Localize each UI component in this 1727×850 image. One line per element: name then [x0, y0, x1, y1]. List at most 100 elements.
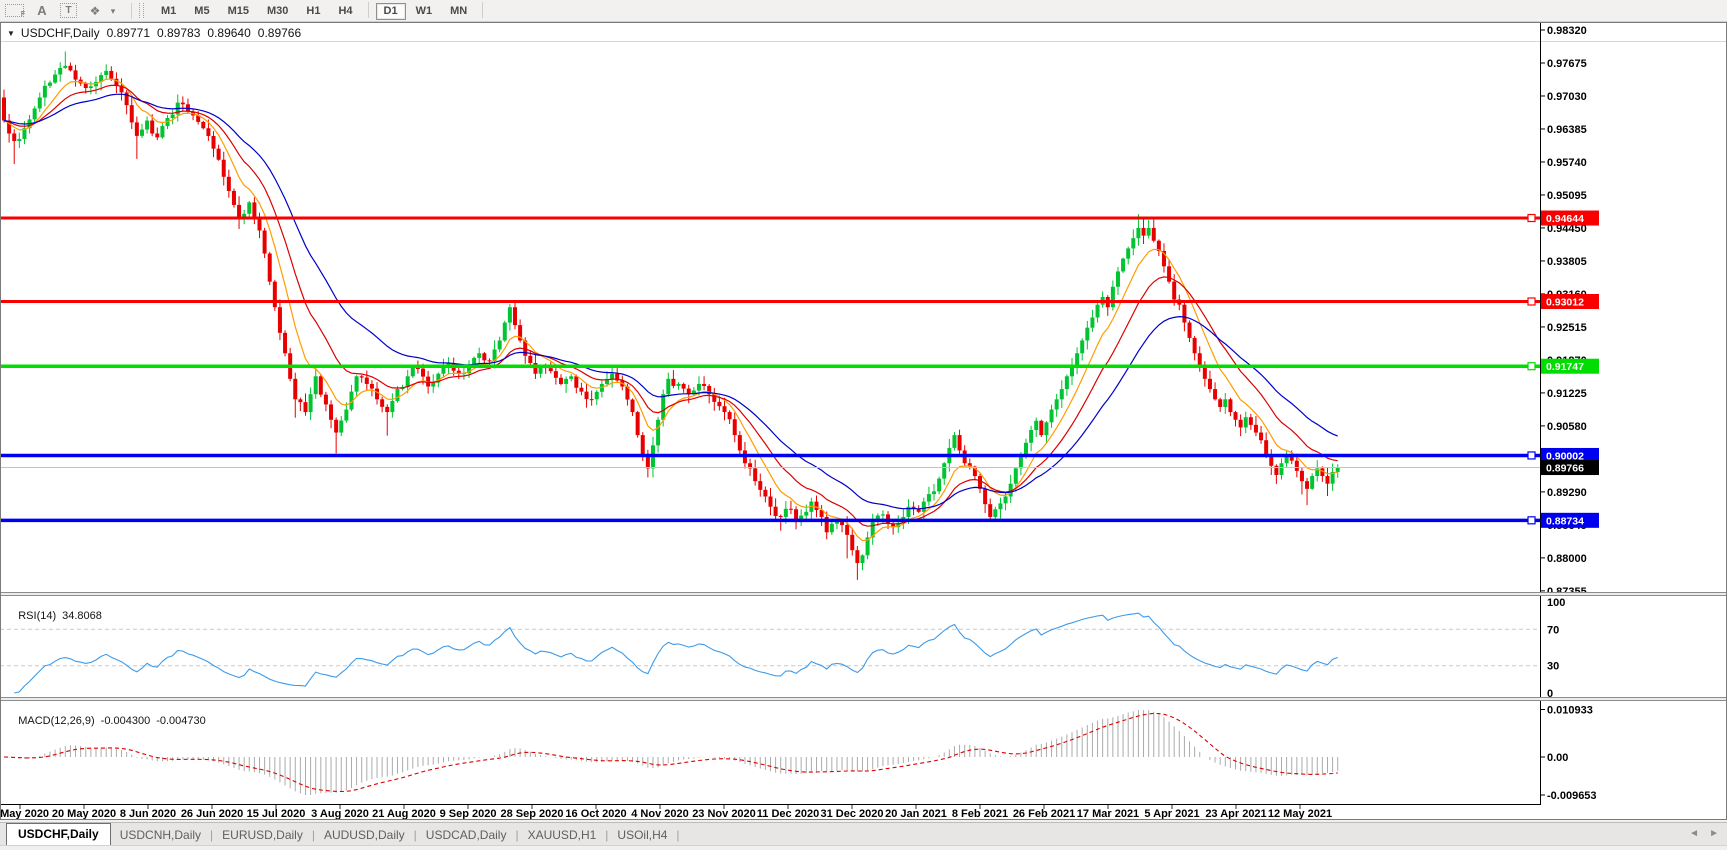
price-level-badge — [1541, 210, 1599, 226]
price-level-badge-text: 0.89766 — [1546, 463, 1584, 475]
tab-usdchf-daily[interactable]: USDCHF,Daily — [6, 823, 111, 846]
tab-xauusd-h1[interactable]: XAUUSD,H1 — [527, 828, 597, 842]
tab-audusd-daily[interactable]: AUDUSD,Daily — [323, 828, 405, 842]
tabs-scroll-left-icon[interactable]: ◄ — [1689, 828, 1699, 839]
tab-usdcnh-daily[interactable]: USDCNH,Daily — [119, 828, 202, 842]
rsi-axis-tick: 30 — [1547, 661, 1559, 673]
date-axis-tick: 3 Aug 2020 — [311, 808, 369, 820]
rsi-label: RSI(14) 34.8068 — [18, 610, 102, 622]
price-axis-tick: 0.88000 — [1547, 553, 1587, 565]
macd-signal-value: -0.004730 — [156, 715, 206, 727]
price-axis-tick: 0.93805 — [1547, 256, 1587, 268]
price-axis-tick: 0.95740 — [1547, 157, 1587, 169]
ohlc-high: 0.89783 — [157, 26, 201, 40]
date-axis-tick: 23 Nov 2020 — [692, 808, 756, 820]
timeframe-button-m30[interactable]: M30 — [259, 3, 296, 20]
chart-title[interactable]: ▼ USDCHF,Daily 0.89771 0.89783 0.89640 0… — [7, 26, 301, 40]
toolbar-gripper[interactable] — [139, 3, 144, 18]
price-axis-tick: 0.91225 — [1547, 388, 1587, 400]
price-axis-tick: 0.96385 — [1547, 124, 1587, 136]
tab-eurusd-daily[interactable]: EURUSD,Daily — [222, 828, 303, 842]
macd-signal-line — [3, 712, 1338, 793]
timeframe-button-w1[interactable]: W1 — [408, 3, 441, 20]
tab-usdcad-daily[interactable]: USDCAD,Daily — [425, 828, 507, 842]
rsi-value: 34.8068 — [62, 610, 102, 622]
price-level-badge — [1541, 460, 1599, 476]
date-axis-tick: 26 Feb 2021 — [1013, 808, 1075, 820]
level-anchor-square[interactable] — [1527, 362, 1536, 371]
date-axis-tick: 11 Dec 2020 — [757, 808, 819, 820]
macd-value: -0.004300 — [100, 715, 151, 727]
chart-symbol-label: USDCHF,Daily — [20, 26, 100, 40]
price-level-badge-text: 0.93012 — [1546, 297, 1584, 309]
chart-tab-bar: USDCHF,Daily USDCNH,Daily | EURUSD,Daily | AU… — [0, 822, 1727, 846]
timeframe-button-m1[interactable]: M1 — [153, 3, 184, 20]
price-level-badge — [1541, 294, 1599, 310]
price-level-badge-text: 0.91747 — [1546, 361, 1584, 373]
ma-mid-line — [3, 84, 1338, 527]
tab-usoil-h4[interactable]: USOil,H4 — [617, 828, 668, 842]
status-strip — [0, 845, 1727, 850]
tab-separator: | — [210, 828, 214, 842]
ohlc-open: 0.89771 — [106, 26, 150, 40]
price-axis-tick: 0.94450 — [1547, 223, 1587, 235]
price-axis-tick: 0.89290 — [1547, 487, 1587, 499]
price-axis-tick: 0.97675 — [1547, 58, 1587, 70]
macd-axis-tick: 0.010933 — [1547, 705, 1593, 717]
tab-separator: | — [311, 828, 315, 842]
level-anchor-square[interactable] — [1527, 297, 1536, 306]
date-axis-tick: 8 Feb 2021 — [952, 808, 1008, 820]
price-level-badge-text: 0.94644 — [1546, 213, 1584, 225]
timeframe-button-mn[interactable]: MN — [442, 3, 475, 20]
arrows-tool-icon[interactable]: ❖ — [89, 3, 101, 18]
ma-slow-line — [3, 93, 1338, 510]
date-axis-tick: 28 Sep 2020 — [501, 808, 564, 820]
price-level-badge — [1541, 512, 1599, 528]
chart-dropdown-icon[interactable]: ▼ — [7, 28, 15, 38]
price-axis-tick: 0.98320 — [1547, 25, 1587, 37]
date-axis-tick: 26 Jun 2020 — [181, 808, 243, 820]
timeframe-buttons: M1 M5 M15 M30 H1 H4 D1 W1 MN — [152, 1, 489, 20]
level-anchor-square[interactable] — [1527, 213, 1536, 223]
timeframe-button-h1[interactable]: H1 — [298, 3, 328, 20]
rsi-axis-tick: 70 — [1547, 624, 1559, 636]
macd-histogram — [8, 710, 1339, 795]
date-axis-tick: 15 Jul 2020 — [247, 808, 306, 820]
timeframe-button-d1[interactable]: D1 — [375, 3, 406, 20]
price-level-badge — [1541, 447, 1599, 463]
level-anchor-square[interactable] — [1527, 516, 1536, 525]
date-axis-tick: 23 Apr 2021 — [1205, 808, 1266, 820]
level-anchor-square[interactable] — [1527, 451, 1536, 460]
date-axis-tick: 1 May 2020 — [0, 808, 49, 820]
rsi-axis-tick: 100 — [1547, 597, 1565, 609]
text-label-icon[interactable]: T — [60, 3, 77, 18]
macd-axis-tick: 0.00 — [1547, 752, 1568, 764]
date-axis-tick: 5 Apr 2021 — [1144, 808, 1199, 820]
ohlc-low: 0.89640 — [207, 26, 251, 40]
candles-layer — [2, 51, 1340, 580]
date-axis-tick: 20 Jan 2021 — [885, 808, 947, 820]
template-grid-icon[interactable]: F — [5, 4, 25, 18]
text-annotation-icon[interactable]: A — [37, 2, 47, 18]
dropdown-caret-icon[interactable]: ▾ — [110, 5, 116, 16]
tabs-scroll-right-icon[interactable]: ► — [1709, 828, 1719, 839]
timeframe-button-m15[interactable]: M15 — [220, 3, 257, 20]
price-level-badge — [1541, 358, 1599, 374]
macd-axis-tick: -0.009653 — [1547, 790, 1597, 802]
date-axis-tick: 4 Nov 2020 — [631, 808, 688, 820]
date-axis-tick: 8 Jun 2020 — [120, 808, 176, 820]
timeframe-button-h4[interactable]: H4 — [330, 3, 360, 20]
chart-window-bg[interactable] — [0, 22, 1727, 820]
price-level-badge-text: 0.88734 — [1546, 515, 1584, 527]
date-axis-tick: 21 Aug 2020 — [372, 808, 436, 820]
date-axis-tick: 12 May 2021 — [1268, 808, 1332, 820]
tab-separator: | — [515, 828, 519, 842]
date-axis-tick: 31 Dec 2020 — [821, 808, 884, 820]
price-axis-tick: 0.90580 — [1547, 421, 1587, 433]
ohlc-close: 0.89766 — [257, 26, 302, 40]
timeframe-button-m5[interactable]: M5 — [186, 3, 217, 20]
macd-label: MACD(12,26,9) -0.004300 -0.004730 — [18, 715, 206, 727]
ma-fast-line — [3, 78, 1338, 542]
